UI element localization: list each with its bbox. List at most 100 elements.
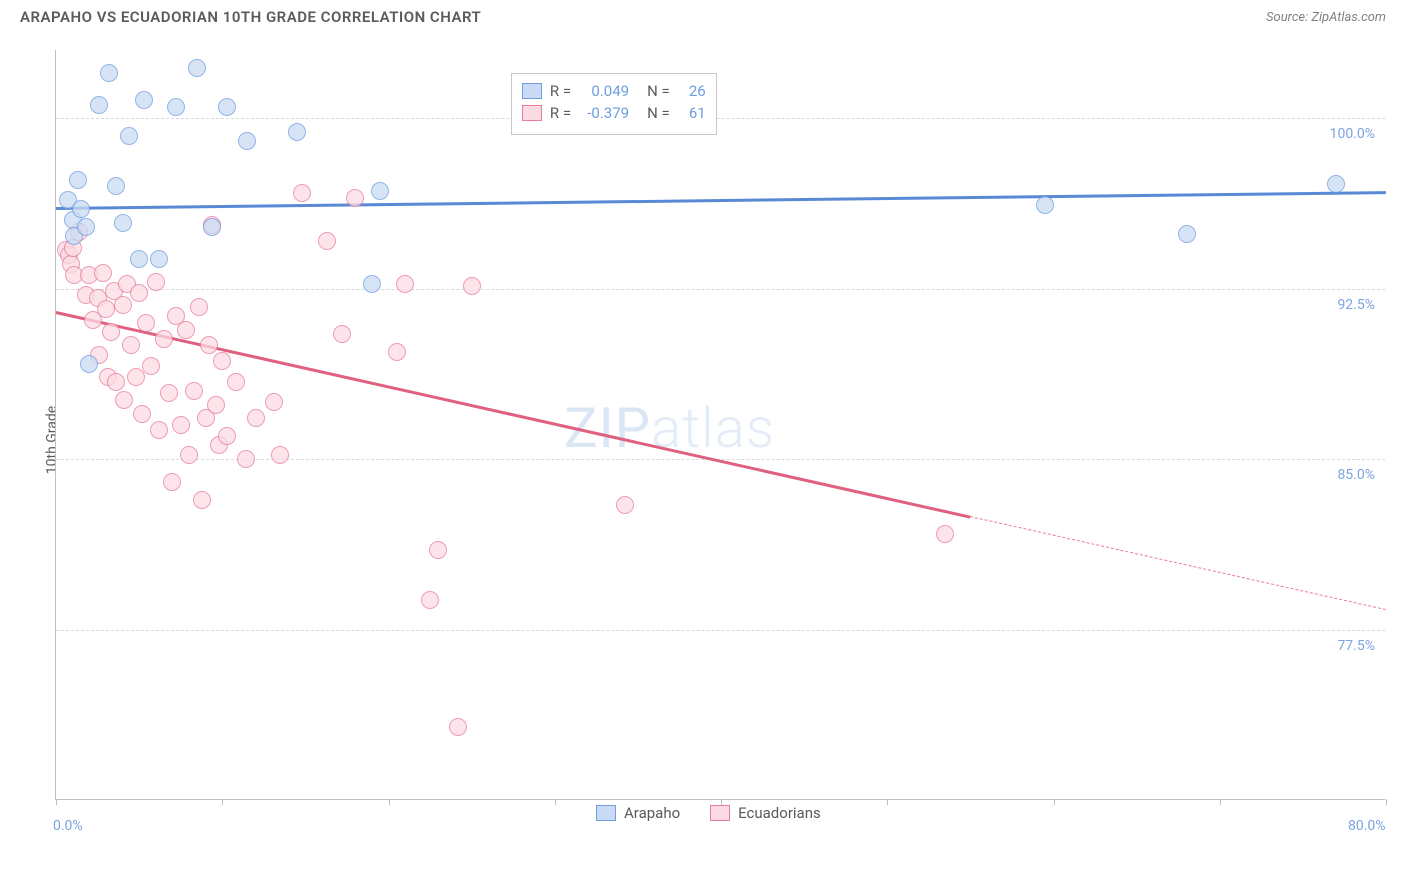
x-tick: [1220, 799, 1221, 805]
data-point: [396, 275, 414, 293]
data-point: [180, 446, 198, 464]
x-tick: [555, 799, 556, 805]
data-point: [288, 123, 306, 141]
data-point: [107, 373, 125, 391]
gridline-h: [56, 289, 1385, 290]
legend-r-value: -0.379: [579, 104, 629, 122]
source-text: Source: ZipAtlas.com: [1266, 10, 1386, 25]
data-point: [77, 218, 95, 236]
data-point: [120, 127, 138, 145]
data-point: [271, 446, 289, 464]
data-point: [130, 284, 148, 302]
data-point: [237, 450, 255, 468]
data-point: [107, 177, 125, 195]
data-point: [333, 325, 351, 343]
legend-n-value: 26: [678, 82, 706, 100]
data-point: [421, 591, 439, 609]
data-point: [80, 355, 98, 373]
data-point: [72, 200, 90, 218]
legend-swatch: [596, 805, 616, 821]
legend-series: Arapaho Ecuadorians: [596, 804, 821, 822]
legend-row: R =-0.379N =61: [522, 104, 706, 122]
data-point: [69, 171, 87, 189]
data-point: [1327, 175, 1345, 193]
data-point: [346, 189, 364, 207]
data-point: [127, 368, 145, 386]
data-point: [227, 373, 245, 391]
plot-area: ZIPatlas 77.5%85.0%92.5%100.0%0.0%80.0%R…: [55, 50, 1385, 800]
data-point: [150, 421, 168, 439]
legend-row: R =0.049N =26: [522, 82, 706, 100]
legend-n-label: N =: [647, 104, 670, 122]
data-point: [429, 541, 447, 559]
y-tick-label: 85.0%: [1337, 467, 1375, 483]
y-tick-label: 100.0%: [1330, 126, 1375, 142]
data-point: [363, 275, 381, 293]
gridline-h: [56, 630, 1385, 631]
x-tick: [56, 799, 57, 805]
data-point: [97, 300, 115, 318]
data-point: [114, 214, 132, 232]
x-tick: [222, 799, 223, 805]
data-point: [293, 184, 311, 202]
trend-line-ecuadorians: [56, 311, 971, 518]
x-tick: [389, 799, 390, 805]
data-point: [94, 264, 112, 282]
data-point: [463, 277, 481, 295]
data-point: [114, 296, 132, 314]
data-point: [1036, 196, 1054, 214]
x-tick-label: 0.0%: [53, 818, 83, 834]
x-tick: [1386, 799, 1387, 805]
chart-container: 10th Grade ZIPatlas 77.5%85.0%92.5%100.0…: [0, 30, 1406, 850]
data-point: [218, 98, 236, 116]
data-point: [177, 321, 195, 339]
data-point: [190, 298, 208, 316]
data-point: [203, 218, 221, 236]
data-point: [172, 416, 190, 434]
data-point: [616, 496, 634, 514]
x-tick: [1054, 799, 1055, 805]
x-tick: [887, 799, 888, 805]
data-point: [265, 393, 283, 411]
data-point: [142, 357, 160, 375]
series-name: Arapaho: [624, 804, 680, 822]
data-point: [200, 336, 218, 354]
data-point: [388, 343, 406, 361]
legend-item: Arapaho: [596, 804, 680, 822]
data-point: [150, 250, 168, 268]
data-point: [449, 718, 467, 736]
data-point: [936, 525, 954, 543]
data-point: [218, 427, 236, 445]
series-name: Ecuadorians: [738, 804, 821, 822]
legend-r-value: 0.049: [579, 82, 629, 100]
data-point: [188, 59, 206, 77]
data-point: [207, 396, 225, 414]
legend-swatch: [522, 83, 542, 99]
data-point: [247, 409, 265, 427]
data-point: [160, 384, 178, 402]
data-point: [163, 473, 181, 491]
data-point: [122, 336, 140, 354]
data-point: [135, 91, 153, 109]
data-point: [318, 232, 336, 250]
chart-title: ARAPAHO VS ECUADORIAN 10TH GRADE CORRELA…: [20, 8, 481, 26]
data-point: [133, 405, 151, 423]
trend-line-arapaho: [56, 191, 1386, 209]
x-tick-label: 80.0%: [1348, 818, 1386, 834]
data-point: [193, 491, 211, 509]
legend-correlation: R =0.049N =26R =-0.379N =61: [511, 73, 717, 135]
legend-swatch: [522, 105, 542, 121]
data-point: [213, 352, 231, 370]
data-point: [115, 391, 133, 409]
data-point: [1178, 225, 1196, 243]
data-point: [100, 64, 118, 82]
data-point: [371, 182, 389, 200]
data-point: [155, 330, 173, 348]
legend-r-label: R =: [550, 82, 571, 100]
data-point: [130, 250, 148, 268]
legend-item: Ecuadorians: [710, 804, 821, 822]
y-tick-label: 92.5%: [1337, 297, 1375, 313]
data-point: [167, 98, 185, 116]
data-point: [147, 273, 165, 291]
y-tick-label: 77.5%: [1337, 638, 1375, 654]
